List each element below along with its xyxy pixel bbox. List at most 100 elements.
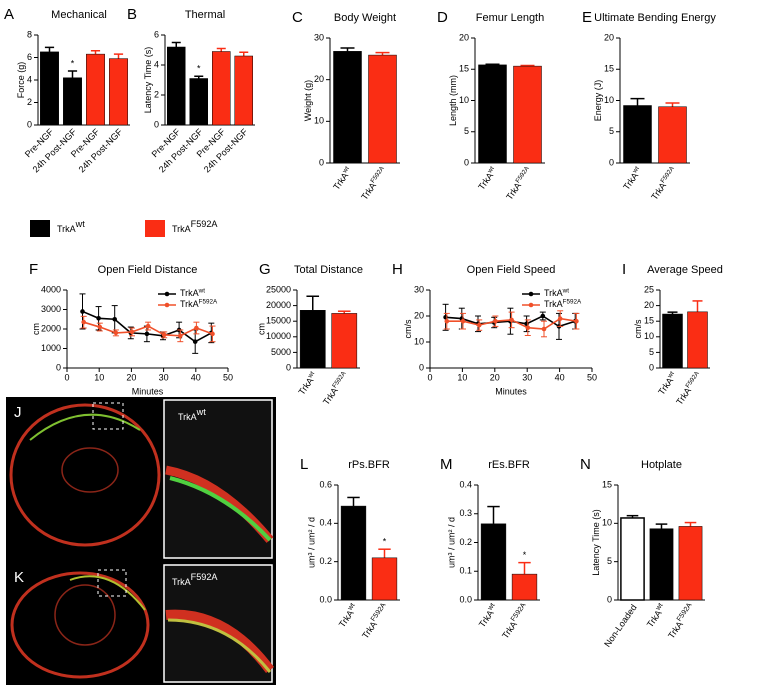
label-main: TrkA [172, 224, 191, 234]
panel-letter: E [582, 9, 592, 26]
zoom-box [97, 569, 127, 597]
x-tick-label: TrkAwt [644, 602, 668, 630]
point [81, 319, 86, 325]
y-axis-label: Force (g) [16, 62, 26, 99]
y-tick-label: 10 [414, 336, 424, 346]
y-tick-label: 5 [649, 347, 654, 357]
label-main: Non-Loaded [602, 603, 639, 649]
bar [658, 106, 687, 164]
x-tick-label: TrkAwt [476, 602, 500, 630]
y-tick-label: 10 [604, 95, 614, 105]
label-superscript: wt [306, 370, 316, 380]
legend-label: TrkAF592A [180, 298, 218, 309]
x-tick-label: 50 [223, 372, 233, 382]
y-axis-label: Latency Time (s) [143, 47, 153, 114]
bar [167, 46, 186, 126]
x-tick-label: 20 [490, 372, 500, 382]
y-tick-label: 2 [154, 89, 159, 99]
y-tick-label: 5 [464, 126, 469, 136]
panel-letter: C [292, 9, 303, 26]
bar [371, 557, 398, 601]
y-axis-label: cm/s [633, 319, 643, 338]
y-tick-label: 10 [314, 116, 324, 126]
label-main: TrkA [180, 288, 199, 298]
panel-letter: F [29, 261, 38, 278]
x-tick-label: 10 [457, 372, 467, 382]
label-main: TrkA [360, 620, 379, 641]
y-tick-label: 15 [459, 64, 469, 74]
label-superscript: wt [666, 370, 676, 380]
significance: * [71, 58, 75, 68]
y-tick-label: 25 [644, 284, 654, 294]
bar [340, 505, 367, 601]
x-tick-label: TrkAF592A [358, 164, 389, 202]
x-tick-label: TrkAwt [336, 602, 360, 630]
label-main: TrkA [477, 609, 496, 630]
y-tick-label: 5 [607, 556, 612, 566]
label-main: TrkA [544, 299, 563, 309]
y-tick-label: 4000 [41, 284, 61, 294]
significance: * [523, 550, 527, 560]
bar [234, 55, 253, 126]
label-main: TrkA [477, 171, 496, 192]
x-tick-label: 30 [159, 372, 169, 382]
panel-letter: B [127, 6, 137, 23]
bar [331, 313, 358, 369]
bar [109, 58, 128, 126]
x-tick-label: TrkAwt [330, 165, 354, 192]
label-main: TrkA [500, 620, 519, 641]
chart-title: Mechanical [51, 9, 107, 21]
panel-letter: H [392, 261, 403, 278]
y-axis-label: Weight (g) [303, 80, 313, 121]
panel-letter: D [437, 9, 448, 26]
y-tick-label: 0 [464, 157, 469, 167]
y-tick-label: 0 [607, 594, 612, 604]
y-tick-label: 0 [419, 362, 424, 372]
y-tick-label: 0 [27, 119, 32, 129]
y-tick-label: 8 [27, 29, 32, 39]
label-superscript: wt [75, 219, 86, 229]
significance: * [197, 64, 201, 74]
inset-band [169, 476, 272, 542]
point [493, 318, 498, 324]
label-main: TrkA [332, 171, 351, 192]
chart-title: rEs.BFR [488, 459, 530, 471]
label-superscript: F592A [199, 298, 218, 305]
point [574, 318, 579, 324]
y-axis-label: cm [31, 323, 41, 335]
legend-marker [528, 291, 534, 297]
x-tick-label: TrkAF592A [503, 164, 534, 202]
chart-title: Total Distance [294, 264, 363, 276]
y-tick-label: 0.3 [459, 508, 472, 518]
y-tick-label: 25000 [266, 284, 291, 294]
legend-label: TrkAwt [57, 219, 85, 234]
panel-letter: K [14, 569, 24, 586]
bar [678, 526, 703, 601]
y-axis-label: Energy (J) [593, 80, 603, 122]
inset [163, 399, 273, 559]
bar [40, 51, 59, 126]
point [509, 317, 514, 323]
bone-inner [54, 584, 116, 646]
y-tick-label: 2000 [41, 323, 61, 333]
legend-marker [164, 302, 170, 308]
bar [189, 78, 208, 126]
label-superscript: F592A [191, 219, 219, 229]
label-superscript: F592A [659, 164, 676, 184]
label-main: TrkA [297, 376, 316, 397]
bar [511, 573, 538, 601]
y-tick-label: 20 [644, 300, 654, 310]
y-tick-label: 6 [27, 52, 32, 62]
x-tick-label: 20 [126, 372, 136, 382]
x-tick-label: 10 [94, 372, 104, 382]
y-tick-label: 20000 [266, 300, 291, 310]
x-tick-label: Non-Loaded [602, 603, 639, 649]
x-tick-label: TrkAF592A [499, 602, 531, 641]
label-main: TrkA [178, 412, 197, 422]
y-tick-label: 0.4 [459, 479, 472, 489]
point [460, 318, 466, 324]
legend-label: TrkAF592A [544, 298, 582, 309]
label-superscript: F592A [331, 369, 348, 389]
y-tick-label: 0 [56, 362, 61, 372]
micrographs [6, 397, 276, 685]
